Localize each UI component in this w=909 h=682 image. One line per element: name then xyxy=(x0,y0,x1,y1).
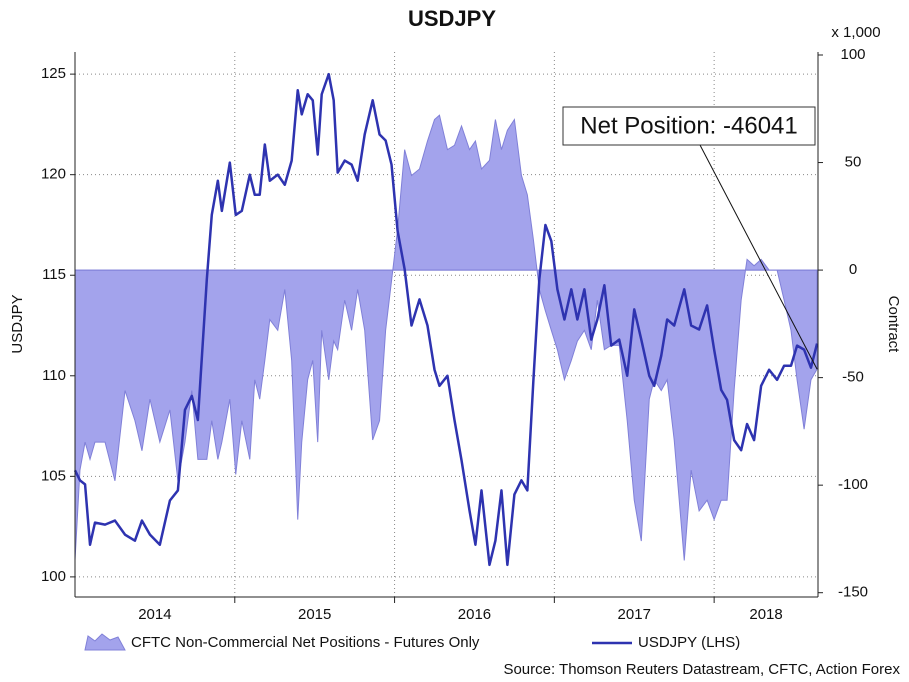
chart-title: USDJPY xyxy=(408,6,496,31)
y-tick-label: 115 xyxy=(42,266,66,283)
line xyxy=(73,72,819,567)
y2-tick-label: -100 xyxy=(838,476,868,493)
x-tick-label: 2014 xyxy=(138,606,171,623)
legend-label: CFTC Non-Commercial Net Positions - Futu… xyxy=(131,634,480,651)
y-tick-label: 105 xyxy=(41,467,66,484)
x-tick-label: 2016 xyxy=(458,606,491,623)
annotation-box xyxy=(562,106,816,146)
legend-label: USDJPY (LHS) xyxy=(638,634,740,651)
y2-tick-label: -150 xyxy=(838,584,868,601)
y-tick-label: 125 xyxy=(41,65,66,82)
y2-tick-label: -50 xyxy=(842,369,864,386)
area xyxy=(74,114,818,561)
y2-unit-label: x 1,000 xyxy=(831,24,880,41)
x-tick-label: 2018 xyxy=(749,606,782,623)
annotation-connector xyxy=(699,144,818,370)
y-axis-label: USDJPY xyxy=(9,294,26,353)
y-tick-label: 100 xyxy=(41,568,66,585)
annotation: Net Position: -46041 xyxy=(580,112,797,139)
x-tick-label: 2017 xyxy=(618,606,651,623)
legend-swatch xyxy=(84,633,126,651)
y-tick-label: 120 xyxy=(41,166,66,183)
y2-axis-label: Contract xyxy=(885,296,902,354)
y-tick-label: 110 xyxy=(42,367,66,384)
x-tick-label: 2015 xyxy=(298,606,331,623)
source-note: Source: Thomson Reuters Datastream, CFTC… xyxy=(503,661,900,678)
y2-tick-label: 50 xyxy=(845,154,862,171)
y2-tick-label: 100 xyxy=(840,46,865,63)
y2-tick-label: 0 xyxy=(849,261,857,278)
